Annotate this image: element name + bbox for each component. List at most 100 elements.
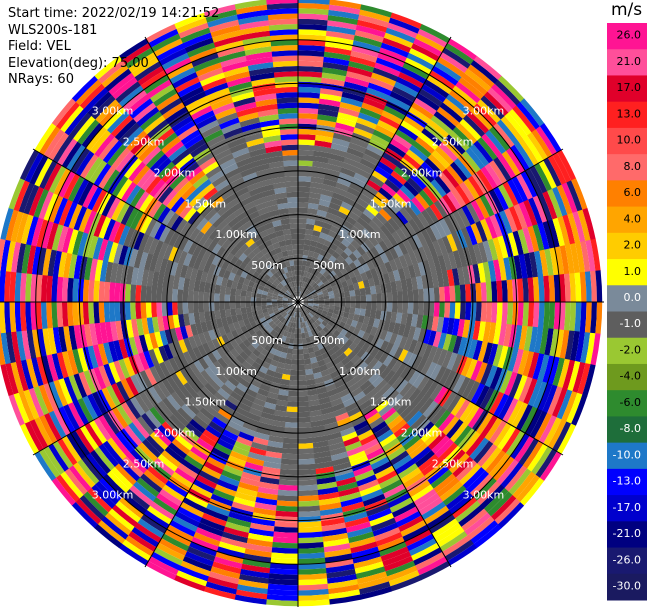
- range-gate: [298, 191, 310, 198]
- range-gate: [559, 245, 570, 275]
- range-gate: [336, 481, 358, 492]
- range-gate: [402, 324, 411, 338]
- range-gate: [298, 8, 330, 16]
- range-gate: [584, 271, 592, 303]
- range-gate: [315, 129, 335, 138]
- range-gate: [313, 371, 323, 379]
- range-gate: [314, 286, 321, 292]
- range-gate: [479, 363, 493, 386]
- range-gate: [511, 402, 529, 429]
- range-gate: [497, 395, 514, 421]
- range-gate: [484, 163, 503, 187]
- range-gate: [523, 252, 533, 279]
- range-gate: [393, 506, 419, 523]
- range-gate: [551, 387, 568, 418]
- range-gate: [307, 389, 318, 396]
- range-gate: [487, 491, 513, 517]
- range-gate: [347, 243, 357, 253]
- range-gate: [403, 252, 413, 267]
- range-gate: [467, 320, 476, 340]
- range-gate: [322, 333, 330, 341]
- range-gate: [580, 332, 591, 364]
- range-gate: [387, 321, 396, 333]
- range-gate: [360, 323, 368, 332]
- range-gate: [556, 389, 573, 420]
- range-gate: [300, 322, 304, 329]
- range-gate: [305, 309, 310, 314]
- range-gate: [297, 338, 303, 344]
- range-gate: [379, 366, 392, 380]
- range-gate: [327, 365, 338, 374]
- range-gate: [584, 302, 592, 334]
- range-gate: [321, 522, 346, 532]
- range-gate: [467, 264, 476, 285]
- range-gate: [364, 354, 375, 366]
- range-gate: [318, 199, 331, 208]
- range-gate: [312, 161, 328, 169]
- range-gate: [400, 312, 408, 326]
- range-gate: [381, 437, 400, 453]
- range-gate: [577, 209, 591, 242]
- range-gate: [358, 581, 391, 595]
- range-gate: [439, 52, 469, 74]
- range-gate: [383, 32, 414, 49]
- range-gate: [420, 457, 442, 477]
- range-gate: [515, 404, 533, 431]
- range-gate: [372, 522, 399, 537]
- range-gate: [336, 383, 348, 394]
- range-gate: [354, 358, 365, 369]
- range-gate: [312, 230, 321, 238]
- range-gate: [492, 422, 512, 448]
- range-gate: [499, 370, 513, 395]
- range-gate: [379, 340, 390, 353]
- range-gate: [302, 311, 306, 317]
- range-gate: [422, 186, 439, 204]
- range-gate: [430, 469, 453, 489]
- range-gate: [412, 340, 423, 356]
- range-gate: [501, 427, 521, 454]
- range-gate: [436, 526, 465, 548]
- range-gate: [364, 286, 372, 296]
- range-gate: [388, 246, 399, 260]
- range-gate: [298, 228, 306, 235]
- range-gate: [357, 163, 375, 175]
- range-gate: [325, 314, 332, 321]
- range-gate: [503, 371, 518, 397]
- range-gate: [467, 406, 485, 429]
- range-gate: [352, 391, 366, 403]
- range-gate: [460, 357, 473, 378]
- range-gate: [438, 442, 458, 463]
- range-gate: [298, 86, 321, 94]
- range-gate: [361, 331, 370, 342]
- range-gate: [480, 95, 505, 120]
- range-gate: [528, 197, 543, 225]
- range-gate: [422, 244, 433, 261]
- range-gate: [355, 424, 372, 437]
- range-gate: [574, 272, 582, 303]
- range-gate: [444, 302, 451, 319]
- range-gate: [436, 106, 460, 127]
- range-gate: [402, 524, 430, 542]
- range-gate: [529, 410, 548, 439]
- range-gate: [420, 424, 439, 443]
- range-gate: [326, 311, 333, 317]
- range-gate: [590, 302, 598, 334]
- range-gate: [416, 231, 428, 247]
- range-gate: [378, 541, 407, 557]
- range-gate: [325, 383, 337, 392]
- range-gate: [364, 148, 383, 162]
- range-gate: [297, 421, 312, 428]
- range-gate: [369, 267, 378, 278]
- range-gate: [305, 283, 311, 290]
- range-gate: [304, 239, 312, 246]
- range-gate: [446, 269, 455, 287]
- range-gate: [547, 155, 567, 186]
- range-gate: [410, 314, 418, 328]
- range-gate: [428, 287, 435, 303]
- range-gate: [310, 420, 325, 428]
- range-gate: [517, 349, 529, 376]
- range-gate: [403, 203, 417, 219]
- range-gate: [424, 123, 446, 143]
- range-gate: [348, 342, 358, 352]
- range-gate: [432, 240, 443, 257]
